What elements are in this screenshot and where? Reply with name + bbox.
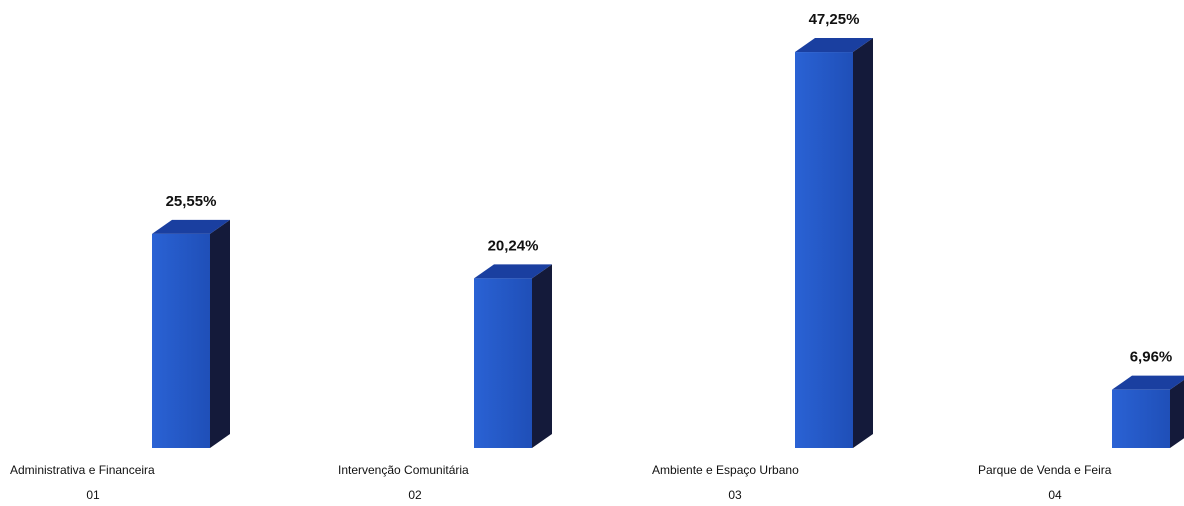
bar-side-03: [853, 38, 873, 449]
code-label-02: 02: [408, 488, 422, 502]
labels-group: 25,55% Administrativa e Financeira 01 20,24…: [10, 11, 1172, 502]
bars-group: [152, 38, 1184, 449]
bar-top-02: [474, 264, 552, 279]
code-label-03: 03: [728, 488, 742, 502]
bar-front-03: [795, 52, 853, 449]
bar-top-04: [1112, 375, 1184, 390]
value-label-03: 47,25%: [809, 11, 860, 28]
category-label-04: Parque de Venda e Feira: [978, 463, 1112, 477]
bar-side-04: [1170, 379, 1184, 448]
bar-01: [152, 219, 230, 448]
bar-front-02: [474, 278, 532, 448]
value-label-04: 6,96%: [1130, 349, 1173, 366]
value-label-01: 25,55%: [166, 193, 217, 210]
bar-03: [795, 38, 873, 449]
bar-front-01: [152, 233, 210, 448]
category-label-02: Intervenção Comunitária: [338, 463, 469, 477]
bar-side-01: [210, 219, 230, 448]
bar-front-04: [1112, 389, 1170, 448]
value-label-02: 20,24%: [488, 237, 539, 254]
category-label-03: Ambiente e Espaço Urbano: [652, 463, 799, 477]
bar-top-03: [795, 38, 873, 53]
category-label-01: Administrativa e Financeira: [10, 463, 155, 477]
code-label-01: 01: [86, 488, 100, 502]
bar-02: [474, 264, 552, 448]
bar-top-01: [152, 219, 230, 234]
code-label-04: 04: [1048, 488, 1062, 502]
bar-side-02: [532, 264, 552, 448]
bar-04: [1112, 375, 1184, 448]
